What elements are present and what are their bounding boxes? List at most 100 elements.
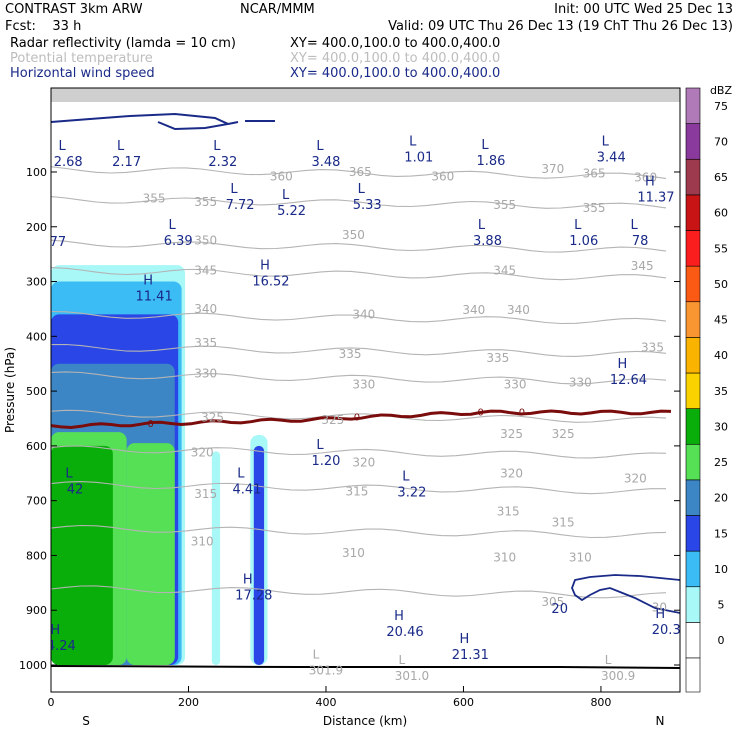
terrain-line — [51, 665, 680, 669]
theta-label-13: 345 — [493, 264, 516, 278]
theta-label-10: 350 — [194, 233, 217, 247]
theta-label-5: 360 — [634, 170, 657, 184]
theta-label-18: 340 — [507, 303, 530, 317]
wind-extremum-marker-22: L — [402, 469, 410, 484]
surface-label-0: 301.9 — [309, 663, 343, 677]
wind-label-9: 5.22 — [277, 204, 306, 219]
surface-marker-2: L — [605, 653, 612, 667]
label-layer: 360 365 360 370 365 360 355 355 355 355 350 350 345 3… — [51, 135, 680, 683]
colorbar-label-30: 30 — [714, 420, 728, 433]
wind-extremum-marker-20: L — [65, 467, 73, 482]
y-tick-label-1000: 1000 — [19, 659, 47, 672]
wind-label-0: 2.68 — [54, 155, 83, 170]
theta-label-34: 320 — [624, 472, 647, 486]
wind-label-10: 5.33 — [353, 198, 382, 213]
theta-label-44: 30 — [652, 600, 667, 614]
theta-label-36: 315 — [345, 484, 368, 498]
wind-label-14: 1.06 — [569, 234, 598, 249]
freezing-level-label-1: 0 — [354, 412, 360, 423]
theta-label-35: 315 — [194, 487, 217, 501]
theta-label-9: 355 — [583, 201, 606, 215]
field-xy-reflectivity: XY= 400.0,100.0 to 400.0,400.0 — [290, 36, 500, 51]
field-xy-theta: XY= 400.0,100.0 to 400.0,400.0 — [290, 51, 500, 66]
theta-label-4: 365 — [583, 167, 606, 181]
theta-label-31: 320 — [191, 445, 214, 459]
theta-label-1: 365 — [349, 165, 372, 179]
wind-label-3: 3.48 — [311, 155, 340, 170]
colorbar-swatch-0 — [685, 622, 701, 659]
header-model: CONTRAST 3km ARW — [5, 2, 143, 17]
reflectivity-zone-7 — [211, 451, 221, 665]
colorbar-swatch-40 — [685, 337, 701, 374]
theta-label-37: 315 — [497, 505, 520, 519]
x-axis-label: Distance (km) — [323, 714, 407, 728]
colorbar-label-55: 55 — [714, 242, 728, 255]
header-valid: Valid: 09 UTC Thu 26 Dec 13 (19 ChT Thu … — [388, 19, 733, 34]
y-tick-label-700: 700 — [26, 495, 47, 508]
theta-contour-335 — [51, 343, 667, 357]
wind-label-16: 11.41 — [136, 289, 173, 304]
wind-label-17: 16.52 — [252, 275, 289, 290]
colorbar-label-10: 10 — [714, 563, 728, 576]
x-tick-label-200: 200 — [178, 696, 199, 709]
wind-extremum-marker-0: L — [59, 139, 67, 154]
theta-label-2: 360 — [431, 169, 454, 183]
wind-extremum-marker-9: L — [282, 188, 290, 203]
wind-extremum-marker-15: L — [631, 218, 639, 233]
colorbar-swatch-10 — [685, 550, 701, 588]
theta-contour-345 — [51, 267, 667, 281]
plot-frame — [50, 87, 681, 693]
surface-marker-0: L — [313, 647, 320, 661]
theta-contour-310 — [51, 524, 667, 539]
wind-contour-upper — [51, 112, 275, 131]
wind-extremum-marker-16: H — [143, 273, 153, 288]
y-tick-label-900: 900 — [26, 604, 47, 617]
colorbar-label-15: 15 — [714, 527, 728, 540]
theta-label-6: 355 — [143, 191, 166, 205]
wind-label-22: 3.22 — [397, 485, 426, 500]
freezing-level-label-0: 0 — [147, 419, 153, 430]
surface-label-2: 300.9 — [601, 669, 635, 683]
theta-label-41: 310 — [493, 551, 516, 565]
wind-label-26: 20 — [551, 602, 568, 617]
theta-label-43: 305 — [541, 595, 564, 609]
wind-label-18: 12.64 — [610, 373, 647, 388]
y-tick-label-200: 200 — [26, 221, 47, 234]
theta-label-19: 335 — [194, 336, 217, 350]
colorbar-label-0: 0 — [718, 634, 725, 647]
theta-contour-330 — [51, 371, 667, 385]
wind-extremum-marker-21: L — [237, 467, 245, 482]
colorbar-swatch-60 — [685, 194, 701, 231]
reflectivity-layer — [51, 265, 268, 665]
y-tick-label-800: 800 — [26, 549, 47, 562]
wind-extremum-marker-7: H — [645, 175, 655, 190]
wind-label-15: 78 — [632, 234, 649, 249]
x-tick-label-0: 0 — [48, 696, 55, 709]
wind-extremum-marker-25: H — [459, 632, 469, 647]
wind-extremum-marker-24: H — [394, 609, 404, 624]
theta-label-26: 330 — [569, 375, 592, 389]
wind-extremum-marker-5: L — [481, 138, 489, 153]
wind-contour-lower — [571, 574, 680, 614]
colorbar-label-50: 50 — [714, 278, 728, 291]
wind-extremum-marker-18: H — [618, 357, 628, 372]
wind-extremum-marker-12: L — [169, 218, 177, 233]
theta-label-40: 310 — [342, 546, 365, 560]
y-tick-label-100: 100 — [26, 166, 47, 179]
theta-label-32: 320 — [352, 455, 375, 469]
field-name-theta: Potential temperature — [10, 51, 153, 66]
surface-label-1: 301.0 — [395, 669, 429, 683]
surface-marker-1: L — [399, 653, 406, 667]
theta-contour-355 — [51, 196, 667, 209]
theta-label-42: 310 — [569, 551, 592, 565]
wind-contour-layer — [51, 112, 680, 614]
y-tick-label-300: 300 — [26, 276, 47, 289]
wind-label-5: 1.86 — [476, 154, 505, 169]
wind-extremum-marker-8: L — [230, 182, 238, 197]
wind-label-24: 20.46 — [386, 625, 423, 640]
theta-contour-340 — [51, 310, 667, 325]
theta-label-27: 325 — [201, 410, 224, 424]
colorbar-label-20: 20 — [714, 492, 728, 505]
